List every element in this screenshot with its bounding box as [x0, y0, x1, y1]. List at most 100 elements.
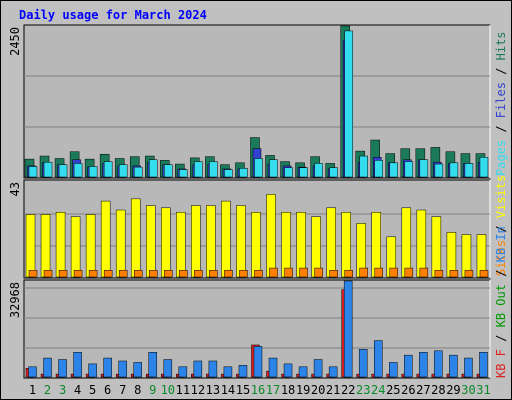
- visits-bar: [221, 200, 231, 278]
- x-tick-label: 19: [296, 383, 310, 397]
- legend: Pages / Files / Hits: [494, 31, 508, 176]
- visits-bar: [40, 214, 51, 278]
- kb-in-bar: [373, 340, 383, 378]
- pages-bar: [419, 159, 429, 178]
- x-tick-label: 28: [431, 383, 445, 397]
- kb-in-bar: [328, 366, 338, 378]
- pages-bar: [149, 159, 158, 178]
- x-tick-label: 11: [176, 383, 190, 397]
- sites-bar: [419, 267, 429, 278]
- legend-visits: Visits: [494, 175, 508, 218]
- sites-bar: [254, 270, 263, 278]
- visits-bar: [100, 200, 111, 278]
- visits-bar: [416, 209, 427, 278]
- x-tick-label: 24: [371, 383, 385, 397]
- sites-bar: [314, 267, 323, 278]
- pages-bar: [269, 159, 278, 178]
- sites-bar: [464, 270, 474, 278]
- sites-bar: [449, 270, 459, 278]
- visits-bar: [161, 207, 171, 278]
- pages-bar: [224, 169, 233, 178]
- legend-hits: Hits: [494, 31, 508, 60]
- pages-bar: [314, 163, 323, 178]
- legend-files: Files: [494, 82, 508, 118]
- visits-bar: [296, 212, 306, 278]
- kb-in-bar: [223, 366, 233, 378]
- legend-sep: /: [494, 118, 508, 140]
- pages-bar: [449, 162, 459, 178]
- legend-sep: /: [494, 262, 508, 284]
- pages-bar: [164, 164, 173, 178]
- legend-sites: Sites: [494, 240, 508, 276]
- legend-kb-out: KB Out: [494, 284, 508, 327]
- visits-bar: [70, 216, 81, 278]
- legend: KB F / KB Out / KB In: [494, 226, 508, 378]
- pages-bar: [374, 160, 383, 178]
- pages-bar: [299, 167, 308, 178]
- sites-bar: [374, 267, 383, 278]
- pages-bar: [88, 166, 98, 178]
- kb-in-bar: [268, 357, 278, 378]
- x-tick-label: 27: [416, 383, 430, 397]
- pages-bar: [479, 157, 489, 178]
- pages-bar: [209, 161, 218, 178]
- kb-in-bar: [298, 366, 308, 378]
- pages-bar: [73, 163, 83, 178]
- kb-in-bar: [208, 360, 218, 378]
- legend: Sites / Visits: [494, 175, 508, 276]
- sites-bar: [269, 267, 278, 278]
- pages-bar: [133, 166, 143, 178]
- x-tick-label: 29: [446, 383, 460, 397]
- kb-in-bar: [419, 351, 428, 378]
- visits-bar: [130, 198, 141, 278]
- pages-bar: [389, 162, 399, 178]
- visits-bar: [266, 194, 276, 278]
- kb-in-bar: [133, 362, 142, 378]
- visits-bar: [236, 205, 246, 278]
- kb-in-bar: [148, 351, 158, 378]
- x-tick-label: 23: [356, 383, 370, 397]
- legend-kb-in: KB In: [494, 226, 508, 262]
- legend-kb-f: KB F: [494, 349, 508, 378]
- kb-in-bar: [313, 359, 323, 378]
- kb-in-bar: [238, 365, 248, 378]
- visits-bar: [401, 207, 412, 278]
- x-tick-label: 9: [149, 383, 156, 397]
- kb-in-bar: [73, 351, 82, 378]
- sites-bar: [73, 270, 83, 278]
- pages-bar: [284, 167, 293, 178]
- kb-in-bar: [464, 357, 473, 378]
- sites-bar: [329, 270, 338, 278]
- kb-in-bar: [404, 354, 413, 378]
- x-tick-label: 16: [251, 383, 265, 397]
- chart-title: Daily usage for March 2024: [19, 8, 207, 22]
- visits-bar: [176, 212, 186, 278]
- legend-sep: /: [494, 60, 508, 82]
- kb-in-bar: [163, 359, 173, 378]
- sites-bar: [43, 270, 53, 278]
- visits-bar: [326, 207, 336, 278]
- pages-bar: [329, 167, 338, 178]
- x-tick-label: 2: [44, 383, 51, 397]
- sites-bar: [164, 270, 173, 278]
- x-tick-label: 14: [221, 383, 235, 397]
- kb-in-bar: [358, 349, 368, 378]
- panel-top-ymax-label: 2450: [8, 27, 22, 56]
- x-tick-label: 22: [341, 383, 355, 397]
- visits-bar: [341, 212, 351, 278]
- sites-bar: [239, 270, 248, 278]
- kb-in-bar: [434, 350, 443, 378]
- sites-bar: [434, 270, 444, 278]
- sites-bar: [209, 270, 218, 278]
- sites-bar: [284, 267, 293, 278]
- visits-bar: [191, 205, 201, 278]
- x-tick-label: 10: [161, 383, 175, 397]
- pages-bar: [43, 161, 53, 178]
- kb-in-bar: [103, 357, 112, 378]
- pages-bar: [118, 164, 128, 178]
- x-tick-label: 5: [89, 383, 96, 397]
- sites-bar: [103, 270, 113, 278]
- x-tick-label: 6: [104, 383, 111, 397]
- x-tick-label: 1: [29, 383, 36, 397]
- visits-bar: [146, 205, 156, 278]
